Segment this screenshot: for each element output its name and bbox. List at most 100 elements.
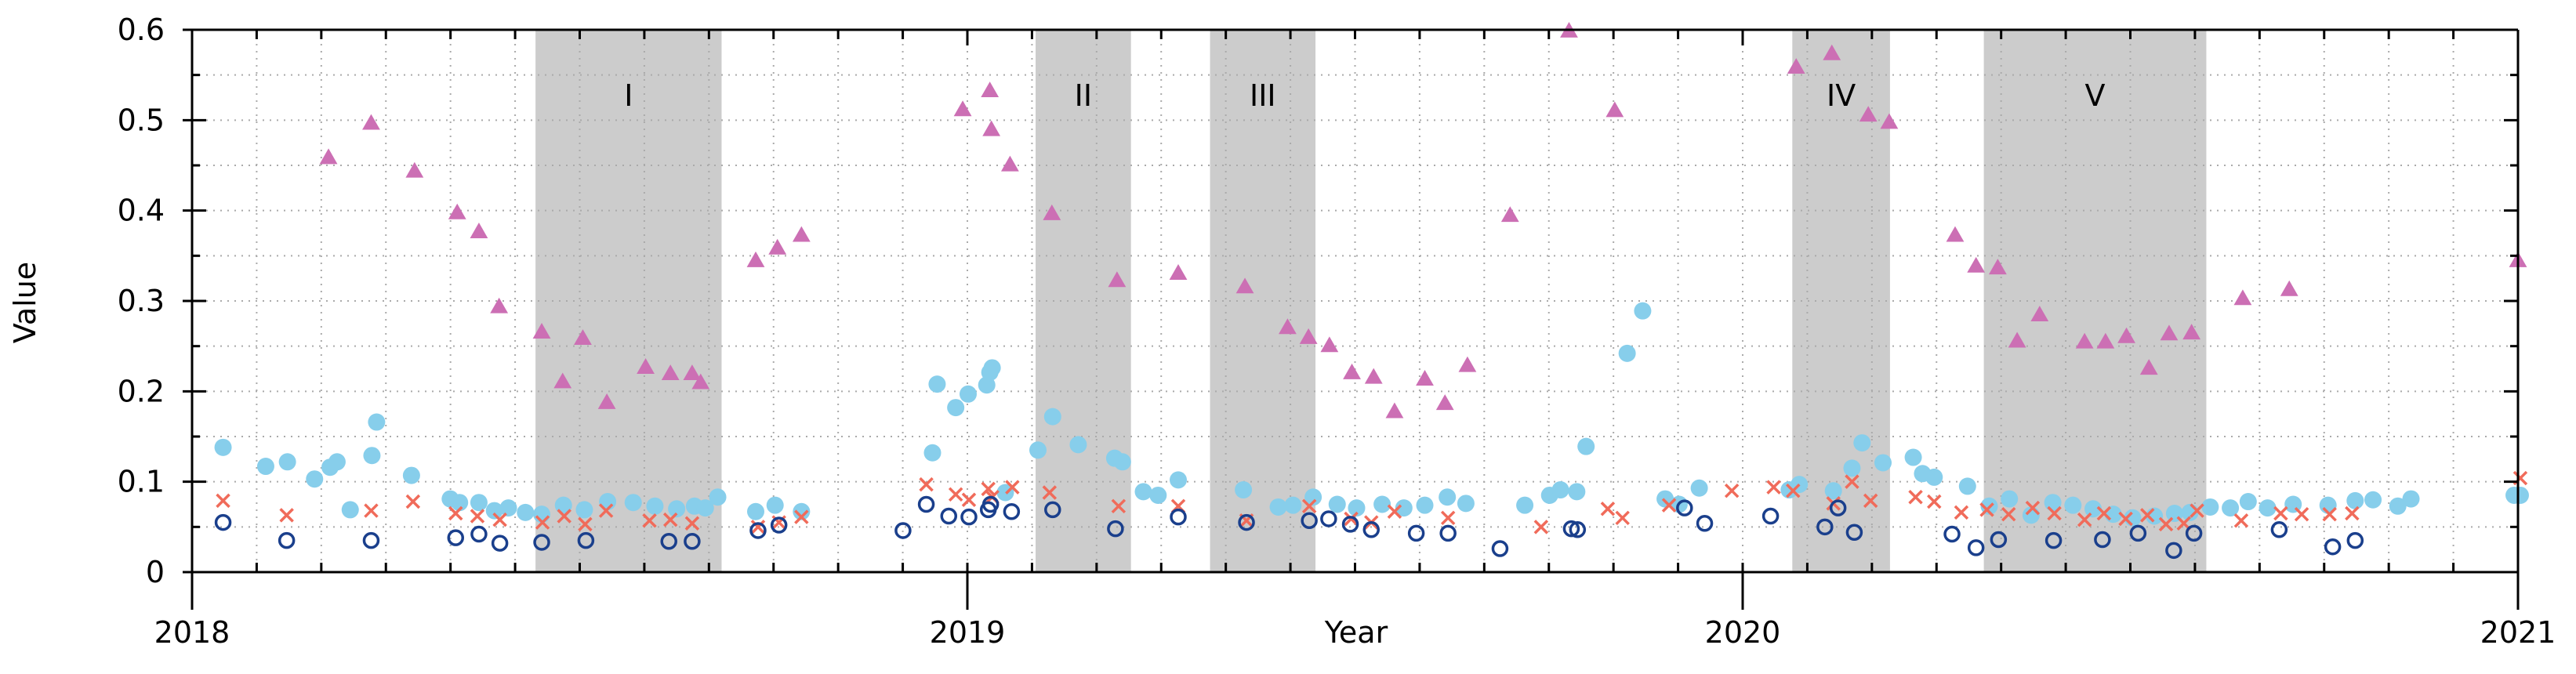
cross-point xyxy=(662,512,678,527)
navy-circle-point xyxy=(2270,521,2288,538)
cross-point xyxy=(2025,500,2041,516)
cross-point xyxy=(2096,506,2112,521)
light-blue-point xyxy=(1925,468,1943,486)
navy-circle-point xyxy=(577,531,595,549)
triangle-point xyxy=(1880,113,1899,129)
x-tick-label: 2020 xyxy=(1705,615,1781,650)
navy-circle-point xyxy=(1761,507,1780,525)
y-tick-label: 0 xyxy=(146,555,165,589)
triangle-point xyxy=(1385,402,1404,419)
cross-point xyxy=(598,503,614,518)
cross-point xyxy=(2158,516,2174,532)
light-blue-point xyxy=(928,375,946,393)
navy-circle-point xyxy=(2185,524,2203,542)
light-blue-point xyxy=(1284,496,1302,514)
triangle-point xyxy=(1320,336,1339,353)
navy-circle-point xyxy=(1562,520,1580,538)
navy-circle-point xyxy=(1829,499,1847,516)
light-blue-point xyxy=(1235,481,1253,499)
y-tick-label: 0.4 xyxy=(118,194,165,228)
light-blue-point xyxy=(485,502,503,520)
triangle-point xyxy=(362,114,380,130)
navy-circle-point xyxy=(470,525,488,543)
y-tick-label: 0.1 xyxy=(118,465,165,499)
triangle-point xyxy=(405,161,424,178)
triangle-point xyxy=(2096,332,2115,349)
navy-circle-point xyxy=(660,533,677,550)
light-blue-point xyxy=(575,501,593,519)
light-blue-point xyxy=(1551,481,1569,499)
light-blue-point xyxy=(402,466,420,484)
light-blue-point xyxy=(2389,497,2407,515)
light-blue-point xyxy=(1634,302,1652,320)
cross-point xyxy=(2322,506,2337,522)
navy-circle-point xyxy=(1696,514,1714,532)
light-blue-point xyxy=(1457,495,1475,513)
light-blue-point xyxy=(306,470,324,488)
x-tick-label: 2019 xyxy=(930,615,1006,650)
light-blue-point xyxy=(341,501,359,519)
triangle-point xyxy=(2182,324,2201,340)
navy-circle-point xyxy=(1301,512,1318,530)
light-blue-point xyxy=(2364,491,2382,509)
light-blue-point xyxy=(983,359,1001,377)
cross-point xyxy=(794,509,809,524)
light-blue-point xyxy=(368,413,386,431)
light-blue-point xyxy=(2064,496,2082,514)
navy-circle-point xyxy=(533,534,550,551)
navy-circle-point xyxy=(1003,502,1021,520)
cross-point xyxy=(2140,508,2155,523)
light-blue-point xyxy=(2239,493,2257,511)
light-blue-point xyxy=(451,494,469,512)
navy-circle-point xyxy=(2324,538,2342,556)
cross-point xyxy=(1042,485,1058,500)
light-blue-point xyxy=(696,499,714,517)
navy-circle-point xyxy=(1967,539,1985,556)
cross-point xyxy=(279,508,294,523)
navy-circle-point xyxy=(2094,531,2111,549)
cross-point xyxy=(2190,503,2204,518)
triangle-point xyxy=(448,203,466,219)
light-blue-point xyxy=(2084,500,2103,518)
triangle-point xyxy=(982,120,1001,136)
cross-point xyxy=(1927,494,1942,509)
navy-circle-point xyxy=(770,516,788,534)
cross-point xyxy=(557,509,571,524)
x-tick-label: 2021 xyxy=(2480,615,2556,650)
cross-point xyxy=(948,487,963,502)
light-blue-point xyxy=(2201,498,2219,516)
navy-circle-point xyxy=(1569,521,1587,538)
triangle-point xyxy=(792,226,811,242)
triangle-point xyxy=(1299,328,1318,344)
x-tick-label: 2018 xyxy=(154,615,230,650)
navy-circle-point xyxy=(917,495,935,513)
shaded-period xyxy=(1210,30,1316,572)
y-tick-label: 0.6 xyxy=(118,13,165,47)
triangle-point xyxy=(746,251,765,267)
cross-point xyxy=(1615,510,1630,526)
cross-point xyxy=(1661,498,1677,513)
cross-point xyxy=(1786,483,1801,498)
navy-circle-point xyxy=(1320,510,1337,527)
light-blue-point xyxy=(1269,498,1287,516)
navy-circle-point xyxy=(1845,524,1863,542)
light-blue-point xyxy=(1069,436,1087,454)
navy-circle-point xyxy=(1238,513,1255,531)
light-blue-point xyxy=(2511,486,2529,504)
y-tick-label: 0.3 xyxy=(118,284,165,318)
navy-circle-point xyxy=(1990,531,2008,549)
light-blue-point xyxy=(1348,499,1366,517)
x-axis-title: Year xyxy=(1324,615,1388,650)
light-blue-point xyxy=(1113,453,1131,471)
light-blue-point xyxy=(517,503,535,521)
cross-point xyxy=(364,503,379,518)
light-blue-point xyxy=(709,488,727,506)
triangle-point xyxy=(2280,280,2298,296)
light-blue-point xyxy=(747,502,765,520)
navy-circle-point xyxy=(362,531,380,549)
triangle-point xyxy=(2233,289,2252,306)
light-blue-point xyxy=(214,438,232,456)
triangle-point xyxy=(1364,368,1383,384)
light-blue-point xyxy=(959,385,977,403)
